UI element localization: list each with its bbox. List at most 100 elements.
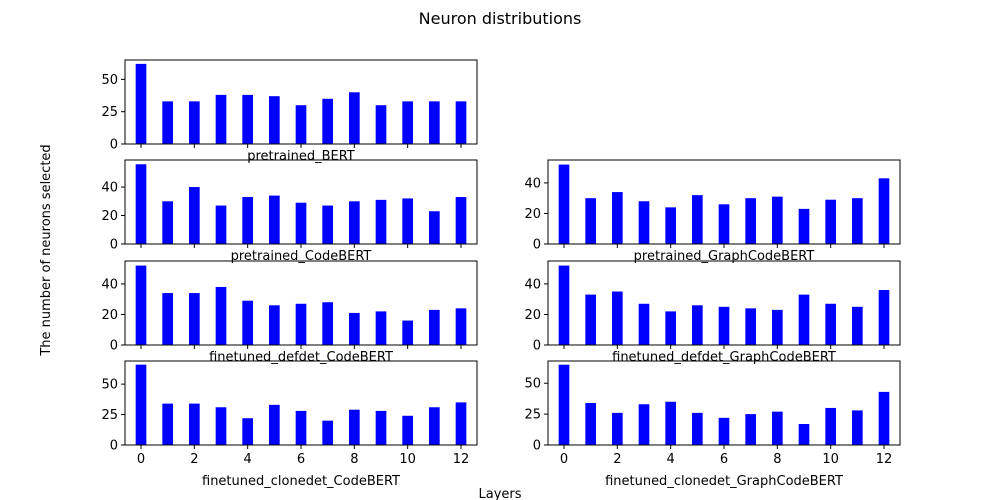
bar-layer-12 xyxy=(455,308,467,345)
bar-layer-8 xyxy=(772,196,783,244)
x-tick-label: 12 xyxy=(876,452,893,467)
bar-layer-4 xyxy=(242,197,253,244)
figure-ylabel: The number of neurons selected xyxy=(39,144,54,356)
subplot-label: pretrained_GraphCodeBERT xyxy=(634,249,815,264)
y-tick-label: 40 xyxy=(524,176,541,191)
subplot-3: 0 20 40 pretrained_GraphCodeBERT xyxy=(524,159,901,264)
bar-layer-6 xyxy=(718,204,730,244)
bar-layer-5 xyxy=(692,412,703,445)
x-tick-label: 6 xyxy=(720,452,728,467)
bar-layer-10 xyxy=(402,198,413,244)
bar-layer-3 xyxy=(215,94,227,144)
x-tick-label: 6 xyxy=(297,452,305,467)
y-tick-label: 0 xyxy=(110,339,118,354)
x-tick-label: 2 xyxy=(613,452,621,467)
bar-layer-10 xyxy=(825,407,836,445)
y-tick-label: 0 xyxy=(110,439,118,454)
bar-layer-10 xyxy=(825,199,836,244)
y-tick-label: 0 xyxy=(533,339,541,354)
bar-layer-12 xyxy=(878,290,890,345)
subplot-label: finetuned_defdet_GraphCodeBERT xyxy=(612,350,836,365)
bar-layer-12 xyxy=(878,391,890,445)
y-tick-label: 50 xyxy=(524,377,541,392)
bar-layer-0 xyxy=(135,265,147,345)
bar-layer-4 xyxy=(242,94,253,144)
bar-layer-7 xyxy=(322,302,333,345)
bar-layer-3 xyxy=(215,205,227,244)
bar-layer-5 xyxy=(269,96,280,144)
bar-layer-6 xyxy=(295,410,307,445)
subplot-grid: 02550pretrained_BERT02040pretrained_Code… xyxy=(101,59,901,489)
bar-layer-11 xyxy=(852,410,863,445)
figure-title: Neuron distributions xyxy=(419,9,582,28)
bar-layer-0 xyxy=(135,364,147,445)
bar-layer-1 xyxy=(585,294,596,345)
bar-layer-8 xyxy=(772,411,783,445)
bar-layer-5 xyxy=(692,195,703,244)
bar-layer-6 xyxy=(295,105,307,144)
subplot-5: 0 20 40 finetuned_defdet_GraphCodeBERT xyxy=(524,260,901,365)
y-tick-label: 50 xyxy=(101,378,118,393)
y-tick-label: 25 xyxy=(524,408,541,423)
y-tick-label: 40 xyxy=(524,277,541,292)
y-tick-label: 50 xyxy=(101,73,118,88)
subplot-label: finetuned_clonedet_GraphCodeBERT xyxy=(605,474,843,489)
bar-layer-12 xyxy=(878,178,890,244)
bar-layer-2 xyxy=(612,412,623,445)
bar-layer-7 xyxy=(322,98,333,144)
bar-layer-1 xyxy=(162,201,173,244)
bar-layer-4 xyxy=(242,300,253,345)
subplot-6: 0 25 50 0 2 4 6 8 10 12 finetuned_clonedet_CodeBER… xyxy=(101,360,478,489)
bar-layer-2 xyxy=(189,403,200,445)
y-tick-label: 40 xyxy=(101,277,118,292)
x-tick-label: 4 xyxy=(667,452,675,467)
bar-layer-0 xyxy=(558,265,570,345)
bar-layer-7 xyxy=(745,198,756,244)
bar-layer-6 xyxy=(295,303,307,345)
bar-layer-9 xyxy=(798,208,810,244)
bar-layer-7 xyxy=(745,308,756,345)
x-tick-label: 10 xyxy=(399,452,416,467)
bar-layer-0 xyxy=(558,164,570,244)
bar-layer-8 xyxy=(349,409,360,445)
subplot-label: finetuned_clonedet_CodeBERT xyxy=(202,474,400,489)
bar-layer-6 xyxy=(295,202,307,244)
bar-layer-5 xyxy=(269,305,280,345)
bar-layer-3 xyxy=(638,404,650,445)
bar-layer-0 xyxy=(135,164,147,244)
x-tick-label: 12 xyxy=(453,452,470,467)
bar-layer-8 xyxy=(772,309,783,345)
y-tick-label: 25 xyxy=(101,105,118,120)
x-tick-label: 4 xyxy=(244,452,252,467)
bar-layer-1 xyxy=(162,293,173,345)
x-tick-label: 2 xyxy=(190,452,198,467)
bar-layer-8 xyxy=(349,201,360,244)
bar-layer-9 xyxy=(375,105,387,144)
bar-layer-8 xyxy=(349,92,360,144)
bar-layer-4 xyxy=(242,418,253,445)
bar-layer-10 xyxy=(825,303,836,345)
subplot-7: 0 25 50 0 2 4 6 8 10 12 finetuned_clonedet_GraphCo… xyxy=(524,360,901,489)
y-tick-label: 20 xyxy=(101,308,118,323)
bar-layer-1 xyxy=(162,403,173,445)
bar-layer-8 xyxy=(349,312,360,345)
bar-layer-5 xyxy=(269,404,280,445)
bar-layer-10 xyxy=(402,320,413,345)
subplot-2: 0 20 40 pretrained_CodeBERT xyxy=(101,159,478,264)
bar-layer-11 xyxy=(429,211,440,244)
bar-layer-4 xyxy=(665,207,676,244)
bar-layer-6 xyxy=(718,417,730,445)
bar-layer-12 xyxy=(455,402,467,445)
x-tick-label: 0 xyxy=(560,452,568,467)
x-tick-label: 10 xyxy=(822,452,839,467)
y-tick-label: 0 xyxy=(533,439,541,454)
bar-layer-11 xyxy=(429,309,440,345)
bar-layer-11 xyxy=(852,198,863,244)
bar-layer-7 xyxy=(322,420,333,445)
bar-layer-9 xyxy=(798,294,810,345)
bar-layer-12 xyxy=(455,101,467,144)
y-tick-label: 20 xyxy=(101,209,118,224)
bar-layer-1 xyxy=(585,198,596,244)
bar-layer-9 xyxy=(375,311,387,345)
